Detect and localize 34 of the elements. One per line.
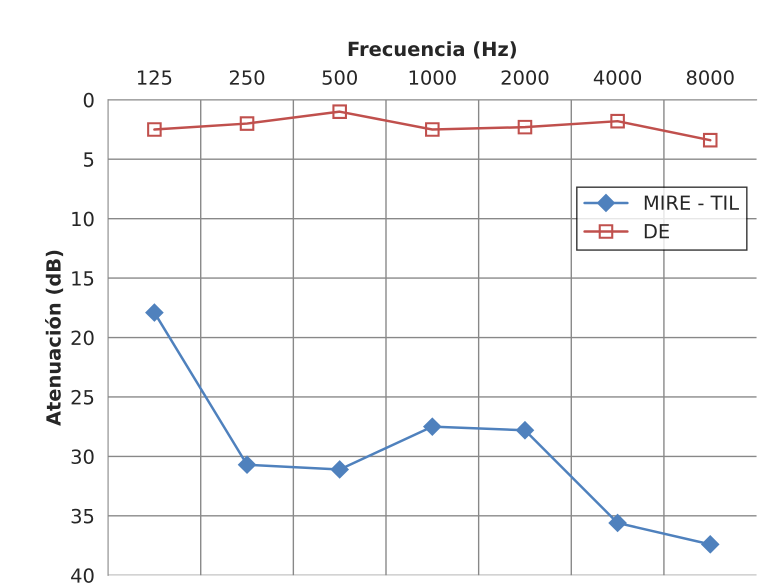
point	[147, 122, 162, 137]
point	[332, 104, 347, 119]
y-tick-label: 25	[72, 390, 94, 405]
x-tick-label: 250	[230, 70, 264, 85]
legend-label: DE	[644, 224, 669, 238]
y-tick-label: 5	[84, 152, 94, 167]
y-axis-title: Atenuación (dB)	[44, 250, 64, 426]
point	[240, 116, 254, 131]
point	[146, 304, 164, 322]
x-tick-label: 4000	[594, 70, 642, 85]
x-axis-title: Frecuencia (Hz)	[348, 41, 516, 59]
point	[701, 535, 720, 554]
y-tick-label: 10	[72, 212, 94, 226]
x-tick-label: 8000	[686, 70, 734, 85]
y-tick-label: 30	[72, 449, 94, 464]
point	[238, 456, 256, 474]
point	[425, 122, 440, 137]
x-tick-label: 1000	[410, 70, 456, 85]
x-tick-label: 500	[322, 70, 357, 85]
point	[516, 421, 534, 440]
point	[330, 460, 349, 478]
point	[518, 120, 532, 134]
y-tick-label: 40	[71, 568, 94, 583]
y-tick-label: 15	[72, 271, 94, 286]
y-tick-label: 0	[84, 92, 94, 108]
y-tick-label: 35	[72, 508, 94, 524]
point	[702, 132, 718, 148]
point	[608, 514, 626, 532]
point	[423, 418, 442, 436]
y-tick-label: 20	[72, 330, 94, 346]
point	[610, 114, 625, 128]
x-tick-label: 2000	[502, 70, 548, 85]
x-tick-label: 125	[138, 70, 172, 85]
legend-label: MIRE - TIL	[644, 196, 739, 210]
